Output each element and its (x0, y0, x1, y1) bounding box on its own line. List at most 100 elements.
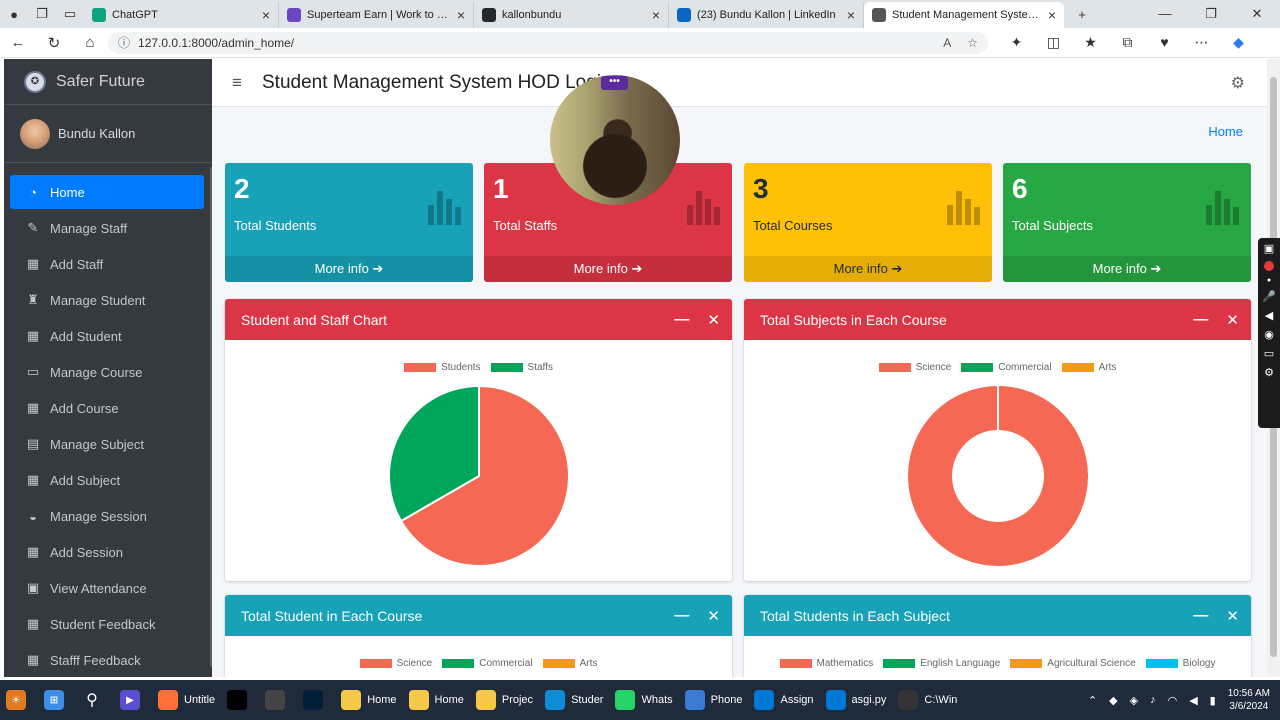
wifi-icon[interactable]: ◠ (1167, 694, 1178, 707)
taskbar-app[interactable]: Projec (470, 680, 539, 720)
taskbar-app[interactable]: Home (403, 680, 470, 720)
collapse-icon[interactable]: — (674, 606, 690, 624)
hamburger-menu-icon[interactable]: ≡ (232, 72, 242, 92)
favorites-icon[interactable]: ★ (1084, 34, 1097, 50)
url-field[interactable]: ⓘ 127.0.0.1:8000/admin_home/ A ☆ (108, 31, 988, 54)
more-info-link[interactable]: More info ➔ (225, 256, 473, 282)
collections-icon[interactable]: ⧉ (1122, 34, 1133, 50)
close-icon[interactable]: ✕ (1226, 607, 1239, 625)
collapse-icon[interactable]: — (674, 310, 690, 328)
sidebar-item-manage-course[interactable]: ▭ Manage Course (10, 355, 204, 389)
sidebar-item-manage-student[interactable]: ♜ Manage Student (10, 283, 204, 317)
tab-actions-icon[interactable]: ▭ (63, 6, 77, 21)
browser-tab[interactable]: ChatGPT × (84, 2, 279, 28)
microphone-icon[interactable]: 🎤 (1262, 291, 1276, 303)
webcam-icon[interactable]: ◉ (1264, 329, 1274, 341)
profile-icon[interactable]: ● (10, 6, 18, 22)
legend-item[interactable]: Commercial (961, 362, 1052, 373)
taskbar-app[interactable]: Whats (609, 680, 678, 720)
close-tab-icon[interactable]: × (651, 7, 660, 23)
sidebar-item-manage-staff[interactable]: ✎ Manage Staff (10, 211, 204, 245)
close-icon[interactable]: ✕ (707, 607, 720, 625)
sidebar-item-add-subject[interactable]: ▦ Add Subject (10, 463, 204, 497)
breadcrumb[interactable]: Home (1208, 124, 1243, 139)
browser-tab[interactable]: (23) Bundu Kallon | LinkedIn × (669, 2, 864, 28)
sidebar-item-add-session[interactable]: ▦ Add Session (10, 535, 204, 569)
weather-icon[interactable]: ☀ (0, 680, 38, 720)
search-icon[interactable]: ⚲ (86, 692, 98, 709)
close-window-icon[interactable]: ✕ (1251, 6, 1263, 21)
minimize-icon[interactable]: — (1158, 6, 1172, 21)
screen-icon[interactable]: ▭ (1263, 348, 1275, 360)
copilot-icon[interactable]: ◆ (1233, 34, 1244, 50)
recorder-camera-icon[interactable]: ▣ (1263, 243, 1275, 255)
browser-essentials-icon[interactable]: ♥ (1160, 34, 1169, 50)
browser-tab[interactable]: kallonbundu × (474, 2, 669, 28)
more-menu-icon[interactable]: ⋯ (1194, 34, 1209, 50)
tray-network-icon[interactable]: ◈ (1129, 694, 1139, 707)
more-info-link[interactable]: More info ➔ (744, 256, 992, 282)
legend-item[interactable]: Arts (542, 658, 597, 669)
close-tab-icon[interactable]: × (1047, 7, 1056, 23)
browser-tab[interactable]: Student Management System | D × (864, 2, 1064, 28)
sidebar-item-view-attendance[interactable]: ▣ View Attendance (10, 571, 204, 605)
taskbar-app[interactable] (259, 680, 297, 720)
sidebar-item-add-student[interactable]: ▦ Add Student (10, 319, 204, 353)
close-icon[interactable]: ✕ (1226, 311, 1239, 329)
start-icon[interactable]: ⊞ (38, 680, 76, 720)
sidebar-scrollbar[interactable] (210, 167, 212, 667)
close-tab-icon[interactable]: × (456, 7, 465, 23)
legend-item[interactable]: Students (404, 362, 481, 373)
pie-slice-staffs[interactable] (387, 384, 480, 523)
taskbar-app[interactable]: Studer (539, 680, 609, 720)
record-icon[interactable] (1264, 261, 1274, 271)
tray-overflow-icon[interactable]: ⌃ (1087, 694, 1098, 707)
taskbar-app[interactable] (297, 680, 335, 720)
sidebar-item-student-feedback[interactable]: ▦ Student Feedback (10, 607, 204, 641)
sidebar-item-manage-session[interactable]: ◒ Manage Session (10, 499, 204, 533)
taskbar-app[interactable]: C:\Win (892, 680, 963, 720)
read-aloud-icon[interactable]: A (943, 35, 952, 50)
brand[interactable]: ✪ Safer Future (4, 59, 212, 105)
favorite-star-icon[interactable]: ☆ (967, 35, 978, 50)
pie-chart[interactable] (384, 381, 574, 571)
legend-item[interactable]: Commercial (442, 658, 533, 669)
sidebar-item-stafff-feedback[interactable]: ▦ Stafff Feedback (10, 643, 204, 677)
legend-item[interactable]: Arts (1061, 362, 1116, 373)
taskbar-app[interactable]: asgi.py (820, 680, 893, 720)
workspaces-icon[interactable]: ❐ (36, 6, 48, 21)
close-tab-icon[interactable]: × (261, 7, 270, 23)
pie-chart[interactable] (903, 381, 1093, 571)
gear-icon[interactable]: ⚙ (1230, 74, 1245, 92)
taskbar-app[interactable]: Untitle (152, 680, 221, 720)
volume-icon[interactable]: ◀ (1189, 694, 1198, 707)
clock[interactable]: 10:56 AM 3/6/2024 (1228, 687, 1270, 713)
sidebar-item-add-course[interactable]: ▦ Add Course (10, 391, 204, 425)
close-icon[interactable]: ✕ (707, 311, 720, 329)
legend-item[interactable]: Mathematics (779, 658, 873, 669)
legend-item[interactable]: Staffs (490, 362, 553, 373)
legend-item[interactable]: Biology (1145, 658, 1215, 669)
collapse-icon[interactable]: — (1193, 606, 1209, 624)
taskbar-app[interactable]: Home (335, 680, 402, 720)
sidebar-item-add-staff[interactable]: ▦ Add Staff (10, 247, 204, 281)
refresh-icon[interactable]: ↻ (47, 34, 61, 52)
sidebar-item-home[interactable]: ◔ Home (10, 175, 204, 209)
collapse-icon[interactable]: — (1193, 310, 1209, 328)
user-panel[interactable]: Bundu Kallon (4, 105, 212, 163)
legend-item[interactable]: Science (878, 362, 951, 373)
more-info-link[interactable]: More info ➔ (484, 256, 732, 282)
home-icon[interactable]: ⌂ (85, 34, 95, 51)
legend-item[interactable]: English Language (883, 658, 1000, 669)
extensions-icon[interactable]: ✦ (1010, 34, 1023, 50)
browser-tab[interactable]: Superteam Earn | Work to Earn in × (279, 2, 474, 28)
meet-icon[interactable]: ▶ (114, 680, 152, 720)
site-info-icon[interactable]: ⓘ (118, 36, 131, 50)
tray-mic-icon[interactable]: ♪ (1150, 694, 1156, 706)
webcam-options-icon[interactable]: ••• (601, 76, 628, 90)
taskbar-app[interactable] (221, 680, 259, 720)
close-tab-icon[interactable]: × (846, 7, 855, 23)
taskbar-app[interactable]: Phone (679, 680, 749, 720)
maximize-icon[interactable]: ❐ (1205, 6, 1217, 21)
speaker-icon[interactable]: ◀ (1264, 310, 1274, 322)
